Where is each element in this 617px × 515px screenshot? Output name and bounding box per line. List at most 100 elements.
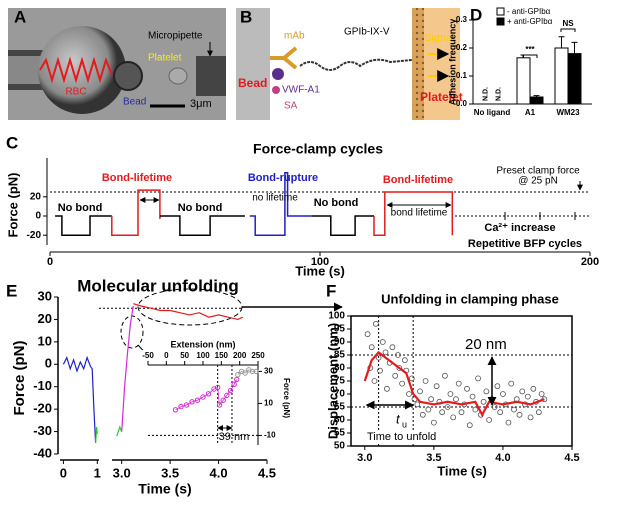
membrane — [412, 8, 424, 120]
point — [444, 404, 451, 410]
point — [417, 388, 423, 395]
point — [406, 391, 412, 397]
y-tick-label: 0 — [35, 211, 41, 222]
point — [377, 367, 383, 374]
annotation: Time to unfold — [367, 431, 436, 443]
panel-a: A RBC Bead Platelet Micropipette 3μm — [8, 7, 226, 120]
point — [486, 417, 493, 423]
annotation: t — [396, 411, 401, 426]
y-tick-label: 55 — [334, 428, 346, 439]
label: Signal — [424, 32, 455, 44]
bar — [554, 47, 569, 105]
x-tick-label: 3.5 — [426, 452, 441, 464]
annotation: No bond — [314, 197, 359, 209]
legend-label: - anti-GPIbα — [507, 7, 551, 16]
plot-frame — [350, 315, 573, 447]
value-label: N.D. — [482, 87, 489, 101]
cycle-ticks — [504, 212, 576, 220]
bar — [516, 57, 531, 105]
panel-letter: F — [326, 281, 336, 300]
panel-letter: D — [470, 5, 482, 24]
point — [371, 378, 378, 384]
point — [194, 397, 201, 403]
panel-letter: E — [6, 281, 17, 300]
y-tick-label: 10 — [38, 333, 52, 348]
annotation: no lifetime — [252, 193, 298, 204]
point — [382, 349, 389, 356]
point — [419, 411, 426, 418]
legend-swatch — [496, 7, 505, 16]
point — [447, 391, 454, 397]
x-tick-label: 3.0 — [113, 465, 131, 480]
value-label: N.D. — [495, 87, 502, 101]
point — [216, 402, 223, 408]
point — [450, 414, 457, 421]
point — [480, 398, 487, 405]
label: VWF-A1 — [282, 85, 320, 96]
bar — [567, 53, 582, 105]
vwf-shape — [272, 68, 284, 80]
point — [200, 394, 206, 400]
panel-letter: A — [14, 7, 26, 26]
x-tick-label: 100 — [311, 256, 329, 268]
annotation: Repetitive BFP cycles — [468, 238, 582, 250]
point — [392, 372, 399, 379]
point — [224, 392, 230, 399]
axis-title: Force (pN) — [282, 378, 291, 418]
axis-title: Extension (nm) — [170, 339, 235, 349]
point — [364, 331, 371, 338]
chart-title: Unfolding in clamping phase — [381, 291, 559, 306]
point — [227, 387, 234, 394]
point — [396, 365, 403, 371]
label: GPIb-IX-V — [344, 27, 390, 38]
axis-title: Force (pN) — [11, 340, 28, 415]
x-tick-label: 200 — [581, 256, 599, 268]
trace — [363, 350, 545, 418]
point — [516, 411, 523, 418]
trace — [133, 303, 244, 321]
annotation: bond lifetime — [391, 208, 448, 219]
rbc — [38, 26, 126, 114]
annotation: Bond-lifetime — [102, 172, 172, 184]
y-tick-label: 0 — [45, 356, 52, 371]
y-tick-label: 65 — [334, 402, 346, 413]
y-tick-label: 0.3 — [456, 15, 468, 24]
trace — [249, 172, 312, 236]
point — [530, 385, 537, 392]
trace — [373, 191, 454, 236]
point — [494, 383, 501, 390]
point — [472, 406, 479, 413]
point — [172, 407, 179, 413]
point — [508, 380, 515, 387]
label: 3μm — [190, 98, 212, 110]
y-tick-label: 10 — [264, 399, 273, 408]
annotation: Bond-lifetime — [383, 174, 453, 186]
point — [464, 385, 470, 392]
point — [375, 354, 382, 361]
legend-swatch — [496, 17, 505, 26]
axis-title: Adhesion frequency — [447, 19, 457, 106]
point — [538, 391, 545, 397]
y-tick-label: 80 — [334, 363, 346, 374]
trace — [95, 425, 123, 443]
axis-title: Time (s) — [295, 263, 345, 278]
point — [483, 388, 490, 395]
antibody — [270, 46, 298, 70]
point — [389, 344, 396, 351]
error-bar — [558, 36, 565, 48]
y-tick-label: -20 — [27, 230, 42, 241]
point — [414, 401, 421, 408]
point — [231, 381, 237, 387]
inset-bg — [142, 350, 266, 446]
point — [183, 402, 190, 408]
y-tick-label: -20 — [33, 401, 52, 416]
y-tick-label: 0.0 — [456, 99, 468, 108]
point — [214, 384, 221, 391]
trace — [121, 305, 134, 432]
point — [422, 378, 429, 384]
bracket — [560, 28, 576, 32]
x-tick-label: 0 — [47, 256, 53, 268]
point — [401, 357, 408, 364]
platelet-body — [424, 8, 460, 120]
point — [235, 371, 241, 378]
